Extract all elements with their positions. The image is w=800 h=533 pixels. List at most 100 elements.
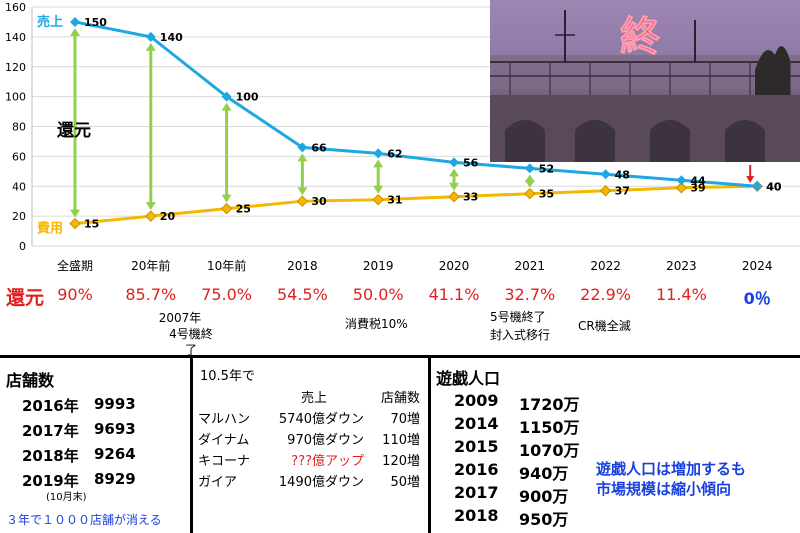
- red-arrowhead: [746, 176, 755, 183]
- return-arrowhead: [524, 179, 535, 188]
- x-tick-label: 全盛期: [57, 258, 93, 273]
- cost-point: [599, 185, 612, 197]
- store-count: 9993: [94, 395, 136, 413]
- company-stores: 120増: [382, 454, 420, 469]
- sales-series-label: 売上: [37, 14, 63, 30]
- table-row: マルハン 5740億ダウン 70増: [196, 407, 422, 428]
- y-tick-label: 140: [5, 31, 26, 44]
- return-percent: 41.1%: [428, 285, 480, 304]
- cost-point: [220, 202, 233, 215]
- players-panel: 遊戯人口 2009 1720万 2014 1150万 2015 1070万 2016 9…: [436, 357, 800, 533]
- cost-point: [675, 182, 688, 194]
- return-arrowhead: [221, 194, 232, 203]
- panel-divider-1: [190, 357, 193, 533]
- col-header-sales: 売上: [300, 391, 327, 406]
- sales-point: [297, 142, 308, 153]
- store-footer: ３年で１０００店舗が消える: [6, 513, 162, 527]
- cost-data-label: 31: [387, 194, 402, 207]
- players-row: 2018 950万: [454, 506, 800, 529]
- cost-data-label: 33: [463, 191, 478, 204]
- sales-point: [752, 181, 763, 192]
- company-panel: 10.5年で 売上 店舗数 マルハン 5740億ダウン 70増 ダイナム 970…: [196, 357, 428, 533]
- cost-data-label: 25: [236, 203, 251, 216]
- company-stores: 70増: [390, 412, 420, 427]
- sales-data-label: 100: [236, 91, 259, 104]
- return-arrowhead: [297, 153, 308, 162]
- sales-data-label: 62: [387, 147, 402, 160]
- x-tick-label: 2021: [515, 259, 546, 273]
- store-year: 2017年: [22, 422, 79, 440]
- series-line: [74, 20, 758, 188]
- x-tick-label: 2018: [287, 259, 318, 273]
- x-tick-label: 2022: [590, 259, 621, 273]
- players-row: 2016 940万: [454, 460, 800, 483]
- store-count-title: 店舗数: [6, 371, 55, 390]
- players-comment-line1: 遊戯人口は増加するも: [596, 460, 747, 478]
- y-tick-label: 160: [5, 1, 26, 14]
- company-title: 10.5年で: [200, 369, 255, 384]
- return-arrowhead: [145, 202, 156, 211]
- sales-point: [676, 175, 687, 186]
- players-count: 950万: [519, 510, 569, 529]
- y-tick-label: 0: [19, 240, 26, 253]
- players-title: 遊戯人口: [436, 369, 501, 388]
- note-2007-event: 4号機終了: [169, 327, 213, 357]
- sales-point: [449, 157, 459, 168]
- return-arrowhead: [145, 42, 156, 51]
- return-arrowhead: [373, 159, 384, 168]
- cost-point: [69, 217, 81, 230]
- company-stores: 50増: [390, 475, 420, 490]
- cost-data-label: 39: [690, 182, 705, 195]
- store-row: 2017年 9693: [22, 420, 190, 445]
- cost-data-label: 37: [615, 185, 630, 198]
- return-arrowhead: [221, 102, 232, 111]
- table-row: ガイア 1490億ダウン 50増: [196, 470, 422, 491]
- company-name: キコーナ: [198, 454, 251, 469]
- players-comment: 遊戯人口は増加するも 市場規模は縮小傾向: [596, 459, 746, 499]
- players-count: 1070万: [519, 441, 580, 460]
- players-year: 2016: [454, 460, 499, 479]
- x-tick-label: 20年前: [131, 258, 170, 273]
- x-tick-label: 2020: [439, 259, 470, 273]
- sales-data-label: 40: [766, 180, 782, 193]
- return-percent: 32.7%: [504, 285, 556, 304]
- return-annotation: 還元: [57, 121, 91, 141]
- store-year: 2019年: [22, 472, 79, 490]
- players-year: 2009: [454, 391, 499, 410]
- store-row: 2018年 9264: [22, 445, 190, 470]
- company-sales: 5740億ダウン: [278, 412, 364, 427]
- return-arrowhead: [297, 187, 308, 196]
- return-arrowhead: [70, 209, 80, 218]
- return-percent: 54.5%: [276, 285, 328, 304]
- sales-data-label: 56: [463, 156, 479, 169]
- company-sales: ???億アップ: [291, 454, 364, 469]
- company-name: ダイナム: [198, 433, 250, 448]
- y-tick-label: 80: [12, 121, 26, 134]
- series-line: [74, 184, 758, 226]
- return-label: 還元: [6, 287, 45, 309]
- table-row: ダイナム 970億ダウン 110増: [196, 428, 422, 449]
- sales-data-label: 52: [539, 162, 554, 175]
- cost-point: [296, 195, 309, 207]
- sales-point: [70, 16, 80, 27]
- sales-point: [600, 169, 611, 180]
- cost-data-label: 30: [311, 195, 327, 208]
- section-divider: [0, 355, 800, 358]
- photo-inset: 終: [490, 0, 800, 162]
- x-tick-label: 2023: [666, 259, 697, 273]
- cost-data-label: 35: [539, 188, 554, 201]
- players-row: 2009 1720万: [454, 391, 800, 414]
- players-year: 2018: [454, 506, 499, 525]
- store-count-panel: 店舗数 2016年 9993 2017年 9693 2018年 9264 201…: [6, 357, 190, 533]
- sales-point: [221, 91, 232, 102]
- company-name: ガイア: [198, 475, 238, 490]
- players-comment-line2: 市場規模は縮小傾向: [596, 480, 732, 498]
- cost-point: [448, 190, 460, 203]
- cost-series-label: 費用: [37, 221, 63, 237]
- players-row: 2014 1150万: [454, 414, 800, 437]
- note-2007: 2007年 4号機終了: [145, 310, 215, 358]
- players-count: 900万: [519, 487, 569, 506]
- y-tick-label: 40: [12, 180, 26, 193]
- return-arrowhead: [449, 182, 459, 191]
